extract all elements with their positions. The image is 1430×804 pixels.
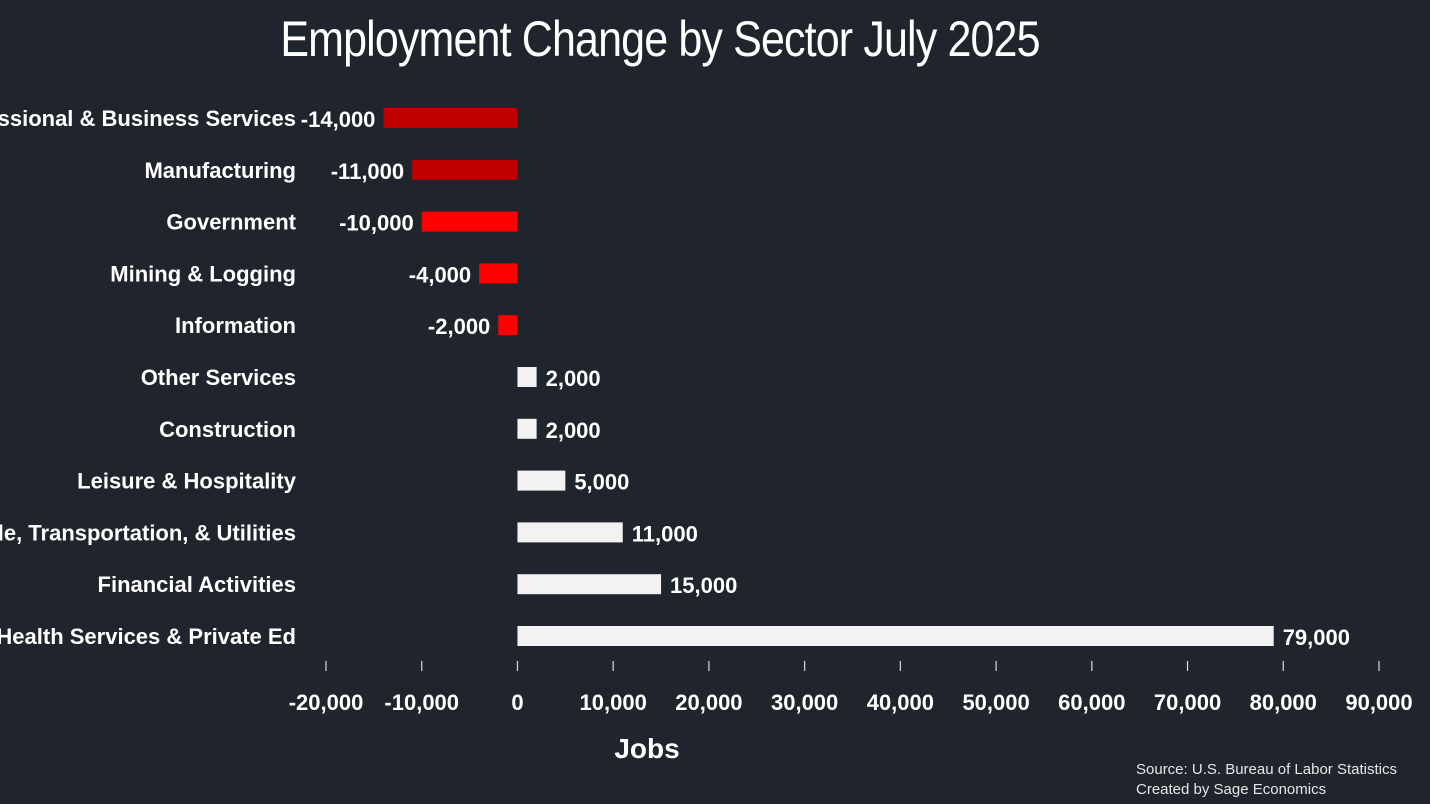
bar	[517, 367, 537, 387]
x-tick-label: -20,000	[289, 690, 364, 715]
data-label: 5,000	[574, 470, 629, 495]
bar	[412, 159, 518, 180]
bar	[517, 626, 1274, 646]
data-label: 79,000	[1283, 625, 1350, 650]
category-label: Other Services	[141, 365, 296, 390]
credit-line: Created by Sage Economics	[1136, 781, 1327, 798]
category-label: Government	[166, 210, 296, 235]
category-label: Professional & Business Services	[0, 106, 296, 131]
data-label: -10,000	[339, 211, 414, 236]
x-axis-title: Jobs	[614, 733, 680, 764]
data-label: 2,000	[546, 366, 601, 391]
category-label: Information	[175, 313, 296, 338]
data-label: 15,000	[670, 573, 737, 598]
x-tick-label: 50,000	[962, 690, 1029, 715]
category-label: Trade, Transportation, & Utilities	[0, 520, 296, 545]
data-label: 11,000	[632, 521, 698, 546]
x-tick-label: 30,000	[771, 690, 838, 715]
x-tick-label: 90,000	[1345, 690, 1412, 715]
data-label: -14,000	[301, 107, 376, 132]
category-label: Mining & Logging	[110, 261, 296, 286]
category-label: Manufacturing	[144, 158, 296, 183]
bar	[421, 211, 518, 232]
data-label: -11,000	[331, 159, 404, 184]
x-tick-label: -10,000	[384, 690, 459, 715]
x-tick-label: 40,000	[867, 690, 934, 715]
bar	[479, 263, 518, 284]
bar	[517, 418, 537, 439]
source-line: Source: U.S. Bureau of Labor Statistics	[1136, 761, 1397, 778]
bar	[517, 574, 662, 595]
x-tick-label: 70,000	[1154, 690, 1221, 715]
bar	[498, 315, 518, 336]
x-tick-label: 80,000	[1250, 690, 1317, 715]
bar	[517, 470, 566, 491]
x-tick-label: 20,000	[675, 690, 742, 715]
x-tick-label: 10,000	[580, 690, 647, 715]
x-tick-label: 0	[511, 690, 523, 715]
category-label: Construction	[159, 417, 296, 442]
category-label: Health Services & Private Ed	[0, 624, 296, 649]
x-tick-label: 60,000	[1058, 690, 1125, 715]
chart-title: Employment Change by Sector July 2025	[280, 11, 1040, 67]
data-label: -2,000	[428, 314, 490, 339]
data-label: 2,000	[546, 418, 601, 443]
bar	[517, 522, 623, 543]
category-label: Leisure & Hospitality	[77, 469, 297, 494]
bar	[383, 108, 518, 128]
source-note: Source: U.S. Bureau of Labor Statistics …	[1136, 760, 1397, 800]
data-label: -4,000	[409, 262, 471, 287]
category-label: Financial Activities	[98, 572, 296, 597]
